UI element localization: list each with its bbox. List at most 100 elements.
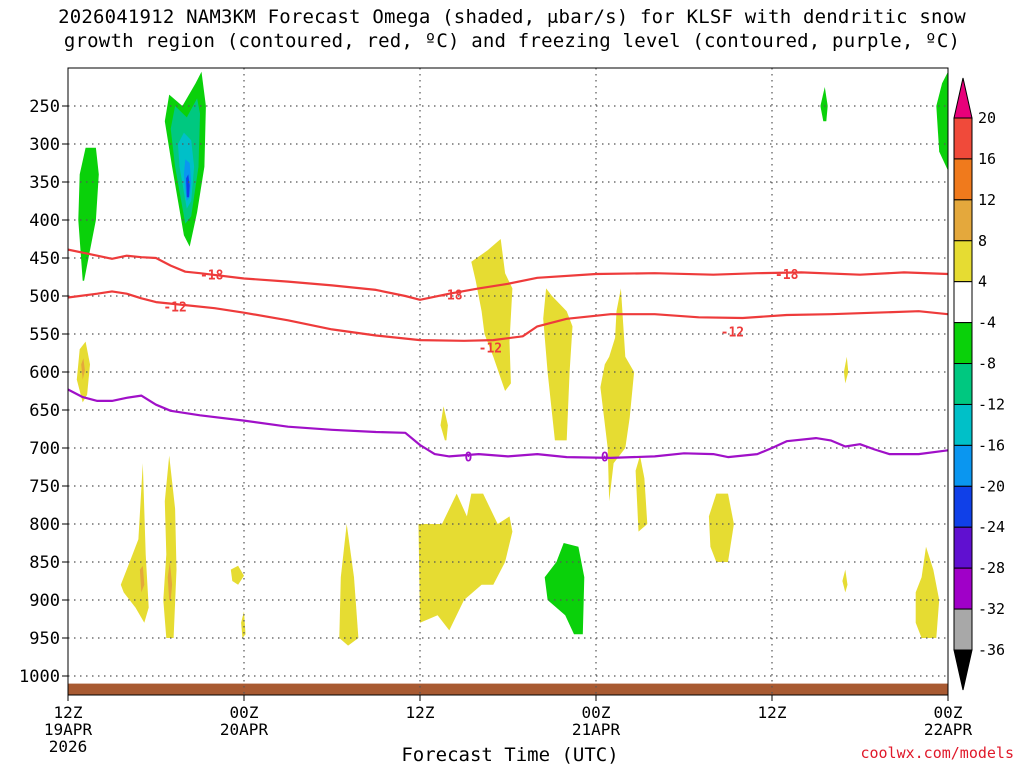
colorbar-label-8: -16 <box>978 436 1005 454</box>
contour-line-2 <box>68 388 948 459</box>
y-tick-label-250: 250 <box>29 97 60 117</box>
colorbar-bin-3 <box>953 199 973 242</box>
x-tick-label-48-0: 12Z <box>758 703 787 722</box>
contour-label-1-2: -12 <box>721 326 744 341</box>
colorbar-top-arrow <box>953 77 973 119</box>
y-tick-label-600: 600 <box>29 363 60 383</box>
omega-region-7 <box>936 71 948 171</box>
omega-region-24 <box>708 493 734 562</box>
y-tick-label-950: 950 <box>29 629 60 649</box>
credit-link[interactable]: coolwx.com/models <box>860 744 1014 762</box>
omega-region-21 <box>543 288 573 441</box>
omega-region-26 <box>842 569 848 593</box>
contour-label-0-1: -18 <box>439 288 463 303</box>
colorbar-bin-5 <box>953 281 973 324</box>
colorbar-label-0: 20 <box>978 109 996 127</box>
x-tick-label-12-0: 00Z <box>230 703 259 722</box>
x-tick-label-60-1: 22APR <box>924 720 973 739</box>
colorbar: 20 16 12 8 4 -4 -8 -12 -16 -20 -24 -28 -32 -36 <box>953 77 1005 691</box>
colorbar-bin-2 <box>953 158 973 201</box>
x-tick-label-0-1: 19APR <box>44 720 93 739</box>
plot-frame <box>67 67 949 696</box>
omega-region-27 <box>915 546 940 638</box>
omega-region-10 <box>81 358 85 380</box>
omega-region-11 <box>120 463 149 623</box>
colorbar-bin-4 <box>953 240 973 283</box>
y-tick-label-550: 550 <box>29 325 60 345</box>
omega-region-16 <box>241 611 246 638</box>
contour-label-2-1: 0 <box>601 450 609 465</box>
omega-region-19 <box>440 406 448 441</box>
colorbar-label-1: 16 <box>978 150 996 168</box>
y-tick-label-1000: 1000 <box>19 667 60 687</box>
omega-region-23 <box>635 455 648 532</box>
chart-title-line1: 2026041912 NAM3KM Forecast Omega (shaded… <box>58 6 966 28</box>
contour-line-1 <box>68 290 948 342</box>
colorbar-bin-10 <box>953 485 973 528</box>
omega-region-6 <box>820 87 828 122</box>
colorbar-label-2: 12 <box>978 191 996 209</box>
x-tick-label-0-2: 2026 <box>49 737 88 756</box>
omega-region-17 <box>339 524 359 646</box>
colorbar-label-12: -32 <box>978 600 1005 618</box>
y-tick-label-700: 700 <box>29 439 60 459</box>
y-tick-label-350: 350 <box>29 173 60 193</box>
contour-label-0-0: -18 <box>200 269 224 284</box>
ground-layer <box>68 683 948 695</box>
y-tick-label-650: 650 <box>29 401 60 421</box>
colorbar-bin-1 <box>953 117 973 160</box>
omega-region-0 <box>78 147 99 281</box>
y-axis: 250 300 350 400 450 500 550 600 650 700 750 800 850 9… <box>19 97 68 687</box>
x-tick-label-36-1: 21APR <box>572 720 621 739</box>
colorbar-label-9: -20 <box>978 477 1005 495</box>
omega-region-13 <box>163 455 177 638</box>
x-axis-title: Forecast Time (UTC) <box>401 744 619 766</box>
omega-shading-layer <box>76 71 948 646</box>
colorbar-label-10: -24 <box>978 518 1005 536</box>
colorbar-bin-13 <box>953 608 973 651</box>
y-tick-label-800: 800 <box>29 515 60 535</box>
colorbar-label-3: 8 <box>978 232 987 250</box>
colorbar-label-13: -36 <box>978 641 1005 659</box>
omega-region-8 <box>544 543 585 635</box>
colorbar-label-11: -28 <box>978 559 1005 577</box>
colorbar-label-5: -4 <box>978 314 996 332</box>
grid-layer <box>68 68 948 695</box>
colorbar-bin-12 <box>953 567 973 610</box>
contour-line-0 <box>68 248 948 301</box>
omega-region-25 <box>843 356 849 384</box>
omega-region-22 <box>600 288 635 502</box>
contour-label-1-0: -12 <box>163 301 186 316</box>
y-tick-label-400: 400 <box>29 211 60 231</box>
colorbar-bottom-arrow <box>953 649 973 691</box>
colorbar-label-7: -12 <box>978 395 1005 413</box>
x-tick-label-36-0: 00Z <box>582 703 611 722</box>
omega-region-20 <box>471 239 513 391</box>
colorbar-bin-9 <box>953 444 973 487</box>
omega-region-12 <box>139 565 145 593</box>
omega-region-15 <box>230 565 244 585</box>
contour-label-2-0: 0 <box>464 450 472 465</box>
contour-label-0-2: -18 <box>775 268 799 283</box>
omega-region-14 <box>167 562 173 600</box>
y-tick-label-300: 300 <box>29 135 60 155</box>
contour-label-1-1: -12 <box>479 342 502 357</box>
x-tick-label-0-0: 12Z <box>54 703 83 722</box>
colorbar-bin-7 <box>953 363 973 405</box>
ground-surface <box>68 683 948 695</box>
y-tick-label-450: 450 <box>29 249 60 269</box>
colorbar-label-6: -8 <box>978 355 996 373</box>
colorbar-bin-11 <box>953 526 973 569</box>
y-tick-label-850: 850 <box>29 553 60 573</box>
x-tick-label-60-0: 00Z <box>934 703 963 722</box>
y-tick-label-900: 900 <box>29 591 60 611</box>
colorbar-label-4: 4 <box>978 273 987 291</box>
colorbar-bin-8 <box>953 403 973 446</box>
y-tick-label-750: 750 <box>29 477 60 497</box>
x-tick-label-12-1: 20APR <box>220 720 269 739</box>
contour-layer: -18 -18 -18 -12 -12 -12 0 0 <box>68 248 948 465</box>
colorbar-bin-6 <box>953 322 973 365</box>
x-tick-label-24-0: 12Z <box>406 703 435 722</box>
